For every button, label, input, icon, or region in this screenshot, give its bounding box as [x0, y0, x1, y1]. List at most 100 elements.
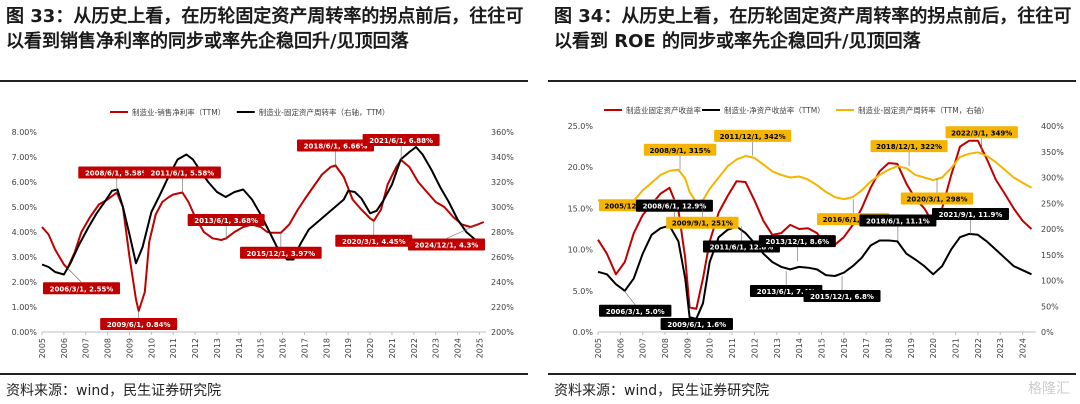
annotation-label: 2011/6/1, 12.8% [710, 244, 774, 252]
annotation-label: 2015/12/1, 3.97% [247, 250, 316, 258]
legend-label: 制造业-固定资产周转率（右轴，TTM） [259, 107, 390, 117]
source-divider [548, 373, 1076, 375]
chart-title: 图 34：从历史上看，在历轮固定资产周转率的拐点前后，往往可以看到 ROE 的同… [554, 6, 1072, 52]
annotation-box [297, 139, 375, 152]
x-tick-label: 2009 [683, 338, 692, 358]
y-left-tick-label: 25.0% [568, 122, 594, 131]
y-right-tick-label: 50% [1041, 302, 1059, 311]
annotation-label: 2021/6/1, 6.88% [369, 137, 433, 145]
source-note: 资料来源：wind，民生证券研究院 [554, 383, 770, 399]
x-tick-label: 2021 [952, 338, 961, 358]
y-right-tick-label: 350% [1041, 148, 1064, 157]
annotation-label: 2006/3/1, 5.0% [606, 308, 665, 316]
annotation-box [714, 129, 792, 142]
series-line [597, 139, 1033, 310]
x-tick-label: 2007 [82, 338, 91, 358]
x-tick-label: 2016 [279, 338, 288, 358]
x-tick-label: 2016 [840, 338, 849, 358]
y-left-tick-label: 0.00% [12, 328, 38, 337]
y-left-tick-label: 3.00% [12, 253, 38, 262]
y-right-tick-label: 200% [1041, 225, 1064, 234]
x-tick-label: 2017 [862, 338, 871, 358]
source-divider [0, 373, 528, 375]
chart-panel-34: 图 34：从历史上看，在历轮固定资产周转率的拐点前后，往往可以看到 ROE 的同… [548, 0, 1076, 404]
x-tick-label: 2018 [885, 338, 894, 358]
x-tick-label: 2006 [60, 338, 69, 358]
annotation-label: 2021/9/1, 11.9% [939, 211, 1003, 219]
annotation-label: 2018/6/1, 6.66% [304, 143, 368, 151]
annotation-label: 2013/6/1, 7.4% [757, 288, 816, 296]
annotation-box [932, 207, 1010, 220]
annotation-label: 2011/12/1, 342% [720, 133, 786, 141]
legend-label: 制造业-净资产收益率（TTM） [724, 105, 825, 115]
legend-label: 制造业固定资产收益率 [626, 105, 701, 115]
annotation-leader [446, 224, 478, 239]
legend-label: 制造业-固定资产周转率（TTM，右轴） [858, 105, 989, 115]
y-right-tick-label: 400% [1041, 122, 1064, 131]
annotation-label: 2013/6/1, 3.68% [194, 217, 258, 225]
x-tick-label: 2006 [616, 338, 625, 358]
annotation-label: 2009/9/1, 251% [672, 220, 733, 228]
annotation-box [362, 134, 440, 146]
x-tick-label: 2010 [706, 338, 715, 358]
chart-title: 图 33：从历史上看，在历轮固定资产周转率的拐点前后，往往可以看到销售净利率的同… [6, 6, 524, 52]
annotation-label: 2008/9/1, 315% [649, 147, 710, 155]
x-tick-label: 2013 [773, 338, 782, 358]
series-line [597, 151, 1032, 207]
chart-34-svg: 0.0% 5.0% 10.0% 15.0% 20.0% 25.0% 0% 50% 100% 150… [568, 105, 1065, 358]
annotation-box [870, 140, 948, 153]
x-tick-label: 2014 [235, 338, 244, 358]
annotation-label: 2013/12/1, 8.6% [765, 238, 829, 246]
x-tick-label: 2015 [257, 338, 266, 358]
x-tick-label: 2025 [475, 338, 484, 358]
y-left-tick-label: 7.00% [12, 153, 38, 162]
annotation-box [666, 216, 739, 229]
title-divider [548, 80, 1076, 82]
y-left-tick-label: 4.00% [12, 228, 38, 237]
annotation-label: 2020/3/1, 4.45% [342, 238, 406, 246]
annotation-leader [67, 268, 82, 283]
x-tick-label: 2024 [1019, 338, 1028, 358]
x-tick-label: 2019 [907, 338, 916, 358]
x-tick-label: 2021 [388, 338, 397, 358]
annotation-label: 2008/6/1, 5.58% [85, 170, 149, 178]
annotation-box [43, 282, 120, 295]
x-tick-label: 2012 [191, 338, 200, 358]
y-right-tick-label: 100% [1041, 277, 1064, 286]
title-divider [0, 80, 528, 82]
annotation-label: 2009/6/1, 1.6% [667, 321, 726, 329]
x-tick-label: 2011 [169, 338, 178, 358]
y-right-tick-label: 300% [491, 203, 514, 212]
y-left-tick-label: 10.0% [568, 246, 594, 255]
y-left-tick-label: 5.00% [12, 203, 38, 212]
y-left-tick-label: 8.00% [12, 128, 38, 137]
annotation-label: 2006/3/1, 2.55% [50, 285, 114, 293]
annotation-box [900, 192, 974, 205]
y-left-tick-label: 5.0% [573, 287, 594, 296]
y-left-tick-label: 15.0% [568, 204, 594, 213]
x-tick-label: 2019 [344, 338, 353, 358]
y-right-tick-label: 220% [491, 303, 514, 312]
y-right-tick-label: 280% [491, 228, 514, 237]
x-tick-label: 2023 [996, 338, 1005, 358]
x-tick-label: 2022 [974, 338, 983, 358]
annotation-box [240, 246, 322, 259]
annotation-box [660, 318, 733, 330]
annotation-box [78, 166, 156, 179]
y-right-tick-label: 150% [1041, 251, 1064, 260]
watermark-logo: 格隆汇 [1028, 381, 1070, 397]
x-tick-label: 2012 [750, 338, 759, 358]
x-tick-label: 2005 [594, 338, 603, 358]
y-right-tick-label: 200% [491, 328, 514, 337]
source-note: 资料来源：wind，民生证券研究院 [6, 383, 222, 399]
annotation-label: 2020/3/1, 298% [906, 196, 967, 204]
annotation-leader [623, 290, 636, 305]
x-tick-label: 2015 [817, 338, 826, 358]
y-right-tick-label: 260% [491, 253, 514, 262]
x-tick-label: 2020 [929, 338, 938, 358]
annotation-label: 2008/6/1, 12.9% [643, 203, 707, 211]
chart-panel-33: 图 33：从历史上看，在历轮固定资产周转率的拐点前后，往往可以看到销售净利率的同… [0, 0, 528, 404]
x-tick-label: 2018 [322, 338, 331, 358]
annotation-box [335, 234, 413, 247]
y-right-tick-label: 300% [1041, 174, 1064, 183]
